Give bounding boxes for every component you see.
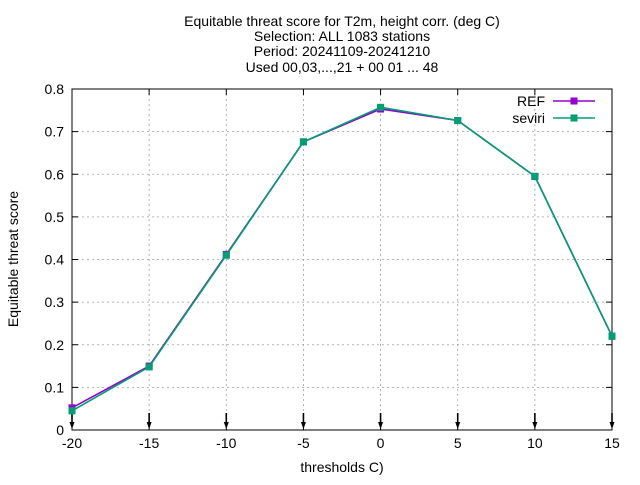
x-tick-marker-head [223,422,229,429]
series-line [71,108,613,409]
x-tick-marker-head [609,422,615,429]
x-tick-label: 15 [604,435,620,451]
data-point [299,138,307,146]
title-line-2: Selection: ALL 1083 stations [254,28,430,44]
legend-label: REF [517,93,545,109]
x-tick-label: 5 [454,435,462,451]
x-tick-label: -10 [216,435,236,451]
title-line-3: Period: 20241109-20241210 [254,43,431,59]
data-point [68,407,76,415]
x-tick-marker-head [455,422,461,429]
y-tick-label: 0.2 [45,337,65,353]
x-tick-marker-head [378,422,384,429]
x-tick-marker-head [532,422,538,429]
x-tick-label: -15 [139,435,159,451]
chart-title: Equitable threat score for T2m, height c… [184,13,500,75]
y-tick-label: 0.4 [45,252,65,268]
y-tick-label: 0.1 [45,379,65,395]
y-tick-labels: 0 0.1 0.2 0.3 0.4 0.5 0.6 0.7 0.8 [45,81,65,438]
y-tick-label: 0.7 [45,124,65,140]
title-line-1: Equitable threat score for T2m, height c… [184,13,500,29]
x-tick-label: -20 [62,435,82,451]
y-axis-label: Equitable threat score [5,191,21,327]
x-tick-label: 10 [527,435,543,451]
y-tick-label: 0.5 [45,209,65,225]
x-tick-labels: -20 -15 -10 -5 0 5 10 15 [62,435,620,451]
data-point [145,363,153,371]
x-tick-marker-head [146,422,152,429]
axis-ticks [69,88,615,431]
series [68,103,616,415]
y-tick-label: 0 [56,422,64,438]
x-tick-label: 0 [377,435,385,451]
legend-label: seviri [512,110,545,126]
x-tick-marker-head [69,422,75,429]
y-tick-label: 0.8 [45,81,65,97]
data-point [531,172,539,180]
data-point [222,251,230,259]
title-line-4: Used 00,03,...,21 + 00 01 ... 48 [246,59,439,75]
grid [72,89,612,430]
x-axis-label: thresholds C) [300,459,383,475]
y-tick-label: 0.3 [45,294,65,310]
legend-marker [570,97,578,105]
series-line [71,106,613,412]
x-tick-marker-head [300,422,306,429]
legend-marker [570,114,578,122]
y-tick-label: 0.6 [45,166,65,182]
data-point [608,332,616,340]
series-seviri [68,103,616,415]
data-point [377,103,385,111]
x-tick-label: -5 [297,435,310,451]
data-point [454,117,462,125]
